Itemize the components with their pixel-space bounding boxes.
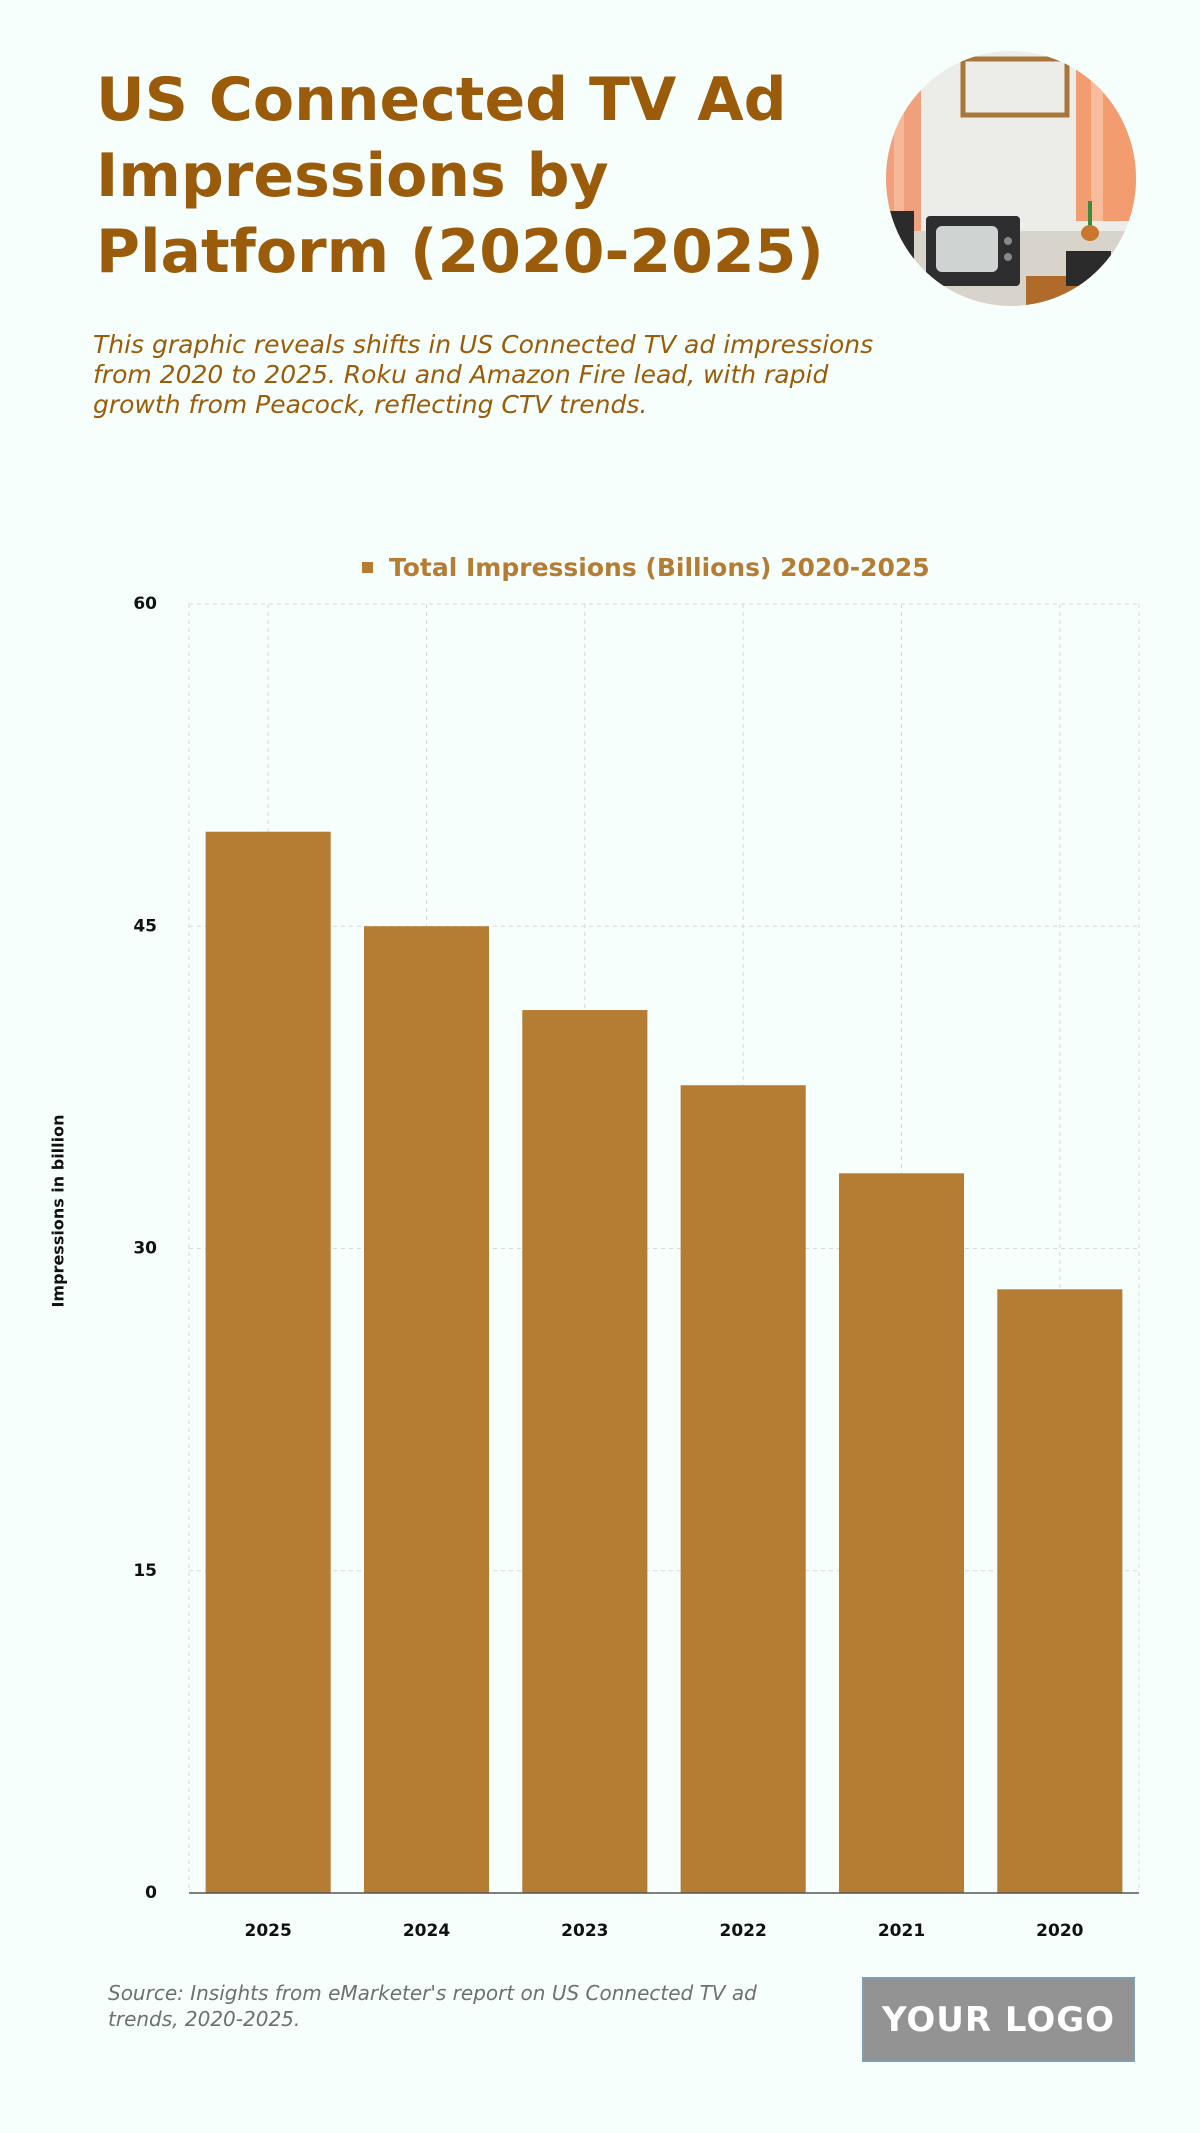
y-tick-label: 30 [133, 1239, 157, 1259]
x-tick-label: 2025 [245, 1921, 292, 1941]
source-note: Source: Insights from eMarketer's report… [108, 1981, 757, 2031]
y-tick-label: 45 [133, 916, 157, 936]
x-tick-label: 2024 [403, 1921, 450, 1941]
page-subtitle: This graphic reveals shifts in US Connec… [93, 330, 874, 419]
legend-label: Total Impressions (Billions) 2020-2025 [389, 553, 930, 582]
bar [838, 1173, 965, 1893]
page-title: US Connected TV Ad Impressions by Platfo… [96, 65, 824, 287]
y-tick-label: 15 [133, 1561, 157, 1581]
logo-placeholder: YOUR LOGO [862, 1977, 1135, 2062]
x-tick-label: 2022 [720, 1921, 767, 1941]
bar [522, 1010, 648, 1893]
bar-chart: 0 15 30 45 60 2025 2024 2023 2022 2021 2020 [133, 594, 1140, 1941]
x-tick-label: 2023 [561, 1921, 608, 1941]
bar [997, 1289, 1123, 1893]
legend-swatch [362, 562, 373, 573]
bar [680, 1085, 806, 1893]
x-tick-label: 2021 [878, 1921, 925, 1941]
bar [363, 926, 490, 1893]
y-tick-label: 60 [133, 594, 157, 614]
x-tick-label: 2020 [1036, 1921, 1083, 1941]
chart-legend: Total Impressions (Billions) 2020-2025 [362, 553, 930, 582]
bar [205, 831, 331, 1893]
y-tick-label: 0 [145, 1883, 157, 1903]
